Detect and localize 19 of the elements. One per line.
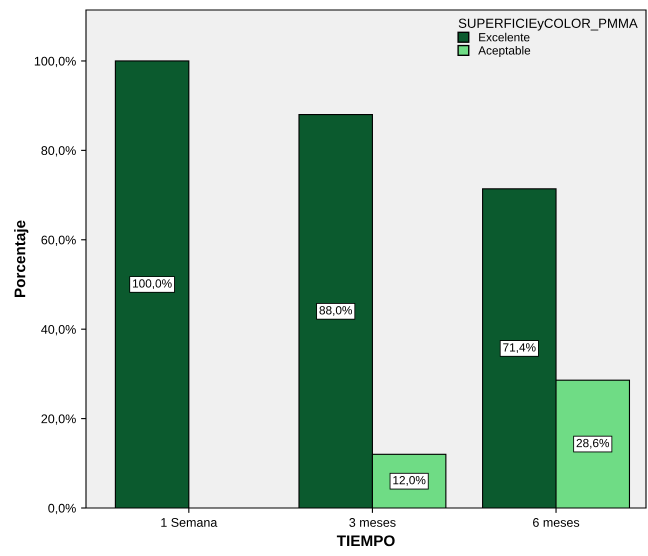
y-tick-label: 20,0% bbox=[41, 414, 76, 425]
data-label: 71,4% bbox=[503, 343, 536, 353]
data-label: 28,6% bbox=[576, 438, 610, 449]
x-tick-label: 6 meses bbox=[533, 518, 580, 527]
legend-label: Excelente bbox=[479, 32, 530, 42]
y-axis-title: Porcentaje bbox=[14, 220, 28, 298]
data-label: 88,0% bbox=[319, 306, 352, 316]
x-tick-label: 3 meses bbox=[349, 518, 396, 527]
data-label: 12,0% bbox=[393, 476, 426, 486]
y-tick-label: 80,0% bbox=[41, 146, 76, 156]
y-tick-label: 60,0% bbox=[41, 236, 76, 246]
data-label: 100,0% bbox=[132, 279, 172, 290]
legend-label: Aceptable bbox=[478, 46, 530, 57]
legend-title: SUPERFICIEyCOLOR_PMMA bbox=[458, 18, 638, 31]
y-tick-label: 100,0% bbox=[34, 56, 76, 68]
x-axis-title: TIEMPO bbox=[336, 535, 395, 546]
y-tick-label: 0,0% bbox=[48, 504, 76, 514]
x-tick-label: 1 Semana bbox=[161, 518, 218, 527]
y-tick-label: 40,0% bbox=[41, 324, 76, 336]
